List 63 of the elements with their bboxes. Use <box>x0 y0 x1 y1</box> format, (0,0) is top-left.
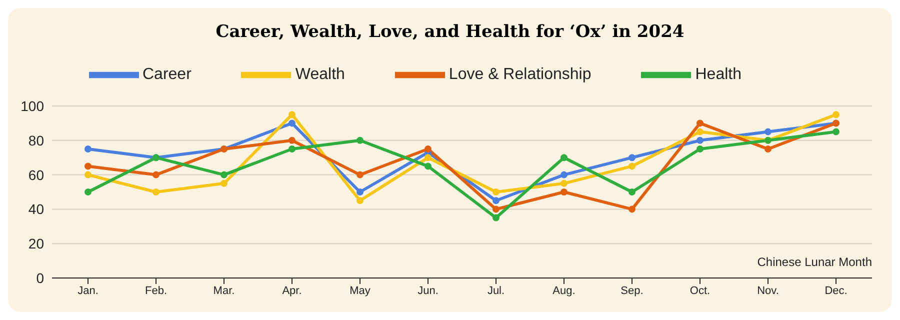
point <box>220 171 228 178</box>
point <box>288 111 296 118</box>
x-tick-label: Sep. <box>620 284 644 297</box>
point <box>84 146 92 152</box>
point <box>832 111 840 118</box>
point <box>152 171 160 178</box>
point <box>560 171 568 178</box>
y-tick-label: 60 <box>28 166 44 183</box>
x-tick-label: Feb. <box>144 284 168 297</box>
point <box>492 214 500 222</box>
x-tick-label: Dec. <box>824 284 848 297</box>
point <box>560 188 568 196</box>
legend-label: Wealth <box>295 66 345 84</box>
point <box>84 171 92 178</box>
point <box>220 180 228 187</box>
point <box>288 136 296 144</box>
x-tick-label: Nov. <box>757 284 779 297</box>
x-axis-title: Chinese Lunar Month <box>757 255 872 269</box>
point <box>288 146 296 152</box>
legend-label: Health <box>695 66 742 84</box>
point <box>764 128 772 136</box>
point <box>832 128 840 136</box>
point <box>628 162 636 170</box>
y-tick-label: 0 <box>36 270 44 286</box>
point <box>628 154 636 162</box>
point <box>356 171 364 178</box>
point <box>764 146 772 152</box>
x-tick-label: May <box>350 284 371 297</box>
chart-title: Career, Wealth, Love, and Health for ‘Ox’ in 2024 <box>214 21 686 44</box>
point <box>696 128 704 136</box>
point <box>696 120 704 127</box>
point <box>696 136 704 144</box>
point <box>424 162 432 170</box>
point <box>492 206 500 213</box>
y-tick-label: 100 <box>20 98 44 114</box>
point <box>560 180 568 187</box>
x-tick-label: Aug. <box>552 284 576 297</box>
point <box>84 162 92 170</box>
legend-label: Career <box>142 66 192 84</box>
point <box>84 188 92 196</box>
y-tick-label: 20 <box>28 236 44 252</box>
y-tick-label: 40 <box>28 201 44 218</box>
point <box>492 197 500 204</box>
x-tick-label: Mar. <box>213 284 235 297</box>
point <box>152 188 160 196</box>
point <box>628 206 636 213</box>
x-tick-label: Jul. <box>487 284 505 297</box>
point <box>288 120 296 127</box>
x-tick-label: Jun. <box>418 284 438 297</box>
x-tick-label: Oct. <box>690 284 710 297</box>
x-tick-label: Apr. <box>282 284 302 297</box>
point <box>492 188 500 196</box>
point <box>424 146 432 152</box>
point <box>560 154 568 162</box>
point <box>696 146 704 152</box>
x-tick-label: Jan. <box>78 284 98 297</box>
point <box>356 197 364 204</box>
y-tick-label: 80 <box>28 132 44 148</box>
point <box>628 188 636 196</box>
point <box>356 188 364 196</box>
point <box>424 154 432 162</box>
legend-label: Love & Relationship <box>448 66 592 84</box>
point <box>356 136 364 144</box>
